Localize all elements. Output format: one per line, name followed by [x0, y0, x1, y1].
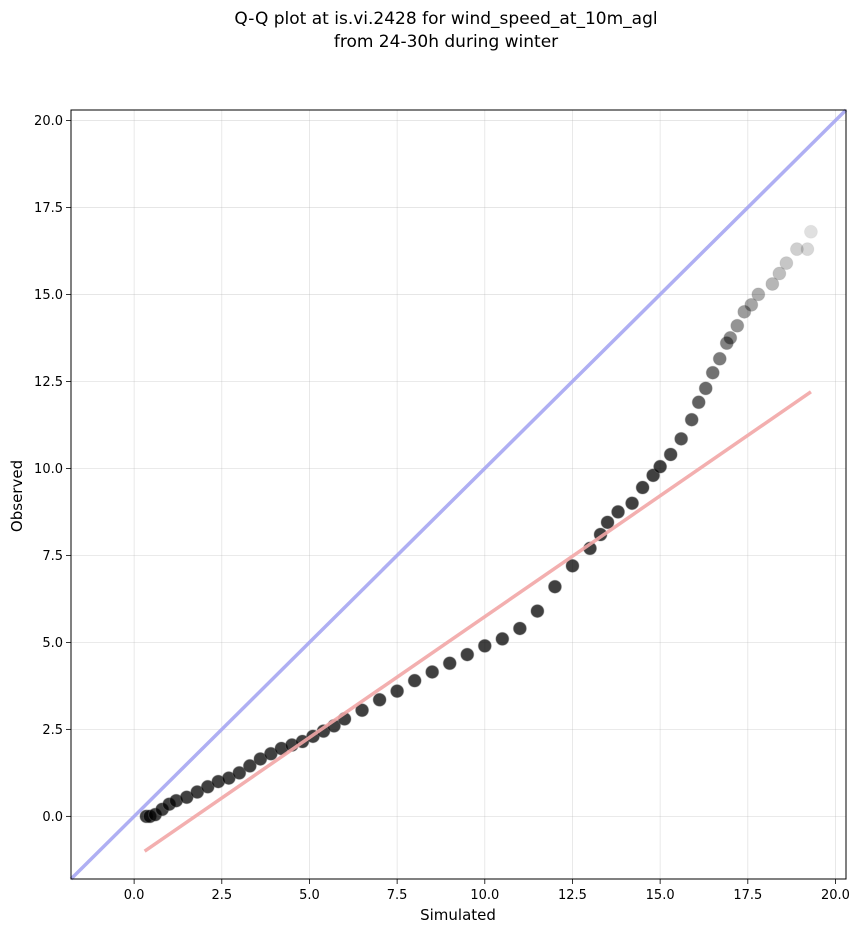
data-point: [653, 459, 668, 474]
identity-line: [69, 108, 848, 881]
chart-subtitle: from 24-30h during winter: [334, 32, 558, 52]
data-point: [512, 621, 527, 636]
data-point: [730, 318, 745, 333]
y-tick-label: 17.5: [34, 201, 63, 216]
x-tick-label: 0.0: [124, 888, 145, 903]
data-point: [425, 664, 440, 679]
x-tick-label: 20.0: [821, 888, 850, 903]
data-point: [663, 447, 678, 462]
data-point: [712, 351, 727, 366]
data-point: [635, 480, 650, 495]
data-point: [737, 304, 752, 319]
data-point: [530, 604, 545, 619]
x-tick-label: 5.0: [299, 888, 320, 903]
grid: [71, 110, 846, 879]
y-axis-label: Observed: [8, 460, 26, 532]
data-points: [139, 224, 818, 824]
reference-lines: [69, 108, 848, 881]
data-point: [442, 656, 457, 671]
data-point: [751, 287, 766, 302]
data-point: [803, 224, 818, 239]
data-point: [179, 790, 194, 805]
y-tick-label: 0.0: [42, 810, 63, 825]
y-tick-label: 12.5: [34, 375, 63, 390]
y-tick-label: 10.0: [34, 462, 63, 477]
data-point: [477, 638, 492, 653]
data-point: [723, 330, 738, 345]
y-tick-label: 2.5: [42, 723, 63, 738]
data-point: [789, 242, 804, 257]
data-point: [674, 431, 689, 446]
x-tick-label: 7.5: [387, 888, 408, 903]
plot-frame: [70, 109, 847, 880]
chart-title: Q-Q plot at is.vi.2428 for wind_speed_at…: [234, 9, 657, 29]
data-point: [684, 412, 699, 427]
x-axis-ticks: 0.0 2.5 5.0 7.5 10.0 12.5 15.0 17.5 20.0: [124, 879, 850, 903]
y-tick-label: 20.0: [34, 114, 63, 129]
data-point: [565, 558, 580, 573]
data-point: [407, 673, 422, 688]
data-point: [719, 336, 734, 351]
data-point: [232, 765, 247, 780]
data-point: [765, 276, 780, 291]
data-point: [611, 504, 626, 519]
data-point: [221, 771, 236, 786]
data-point: [800, 242, 815, 257]
data-point: [698, 381, 713, 396]
data-point: [253, 751, 268, 766]
data-point: [625, 496, 640, 511]
x-tick-label: 12.5: [558, 888, 587, 903]
data-point: [772, 266, 787, 281]
x-tick-label: 2.5: [211, 888, 232, 903]
y-tick-label: 15.0: [34, 288, 63, 303]
fit-line: [143, 390, 812, 853]
x-tick-label: 17.5: [733, 888, 762, 903]
data-point: [190, 785, 205, 800]
data-point: [600, 515, 615, 530]
data-point: [390, 684, 405, 699]
data-point: [460, 647, 475, 662]
data-point: [744, 297, 759, 312]
data-point: [263, 746, 278, 761]
data-point: [705, 365, 720, 380]
data-point: [200, 779, 215, 794]
data-point: [495, 631, 510, 646]
x-axis-label: Simulated: [420, 906, 496, 924]
data-point: [242, 758, 257, 773]
y-axis-ticks: 0.0 2.5 5.0 7.5 10.0 12.5 15.0 17.5 20.0: [34, 114, 71, 825]
x-tick-label: 10.0: [470, 888, 499, 903]
x-tick-label: 15.0: [646, 888, 675, 903]
data-point: [691, 395, 706, 410]
y-tick-label: 7.5: [42, 549, 63, 564]
data-point: [372, 692, 387, 707]
data-point: [355, 703, 370, 718]
data-point: [779, 256, 794, 271]
y-tick-label: 5.0: [42, 636, 63, 651]
data-point: [646, 468, 661, 483]
data-point: [547, 579, 562, 594]
